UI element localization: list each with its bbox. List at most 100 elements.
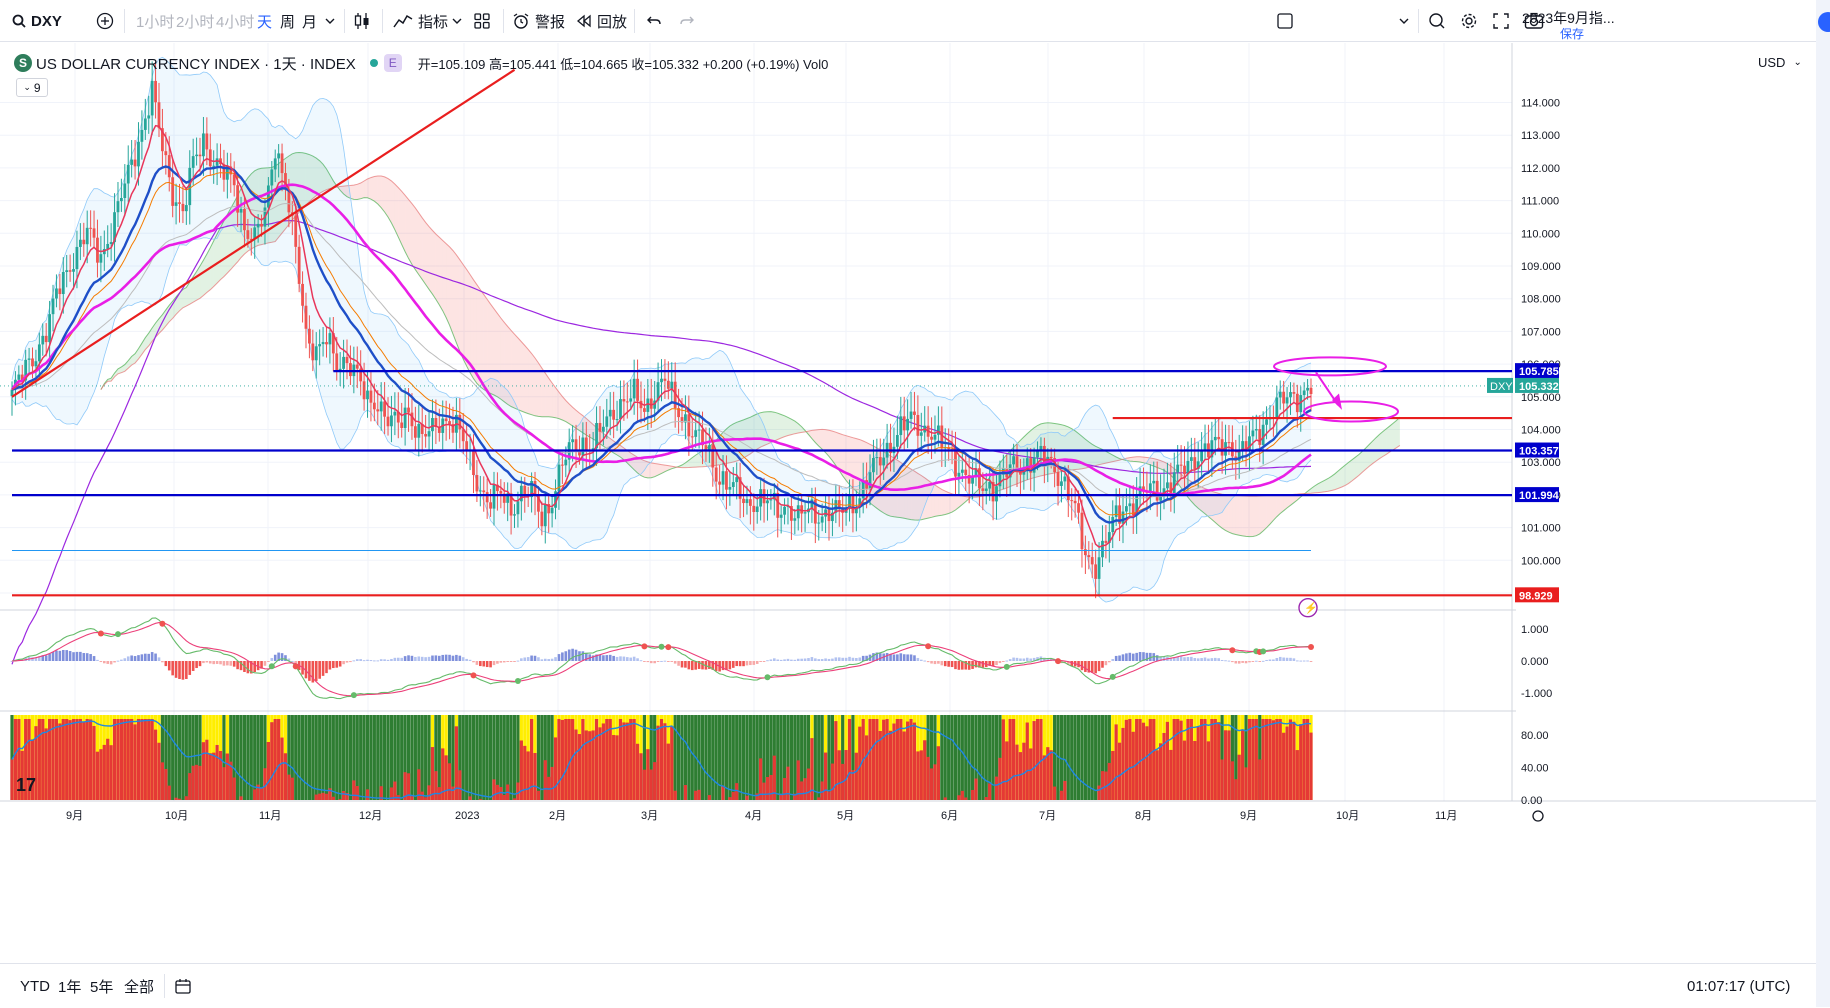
chevron-down-icon[interactable] — [451, 0, 463, 42]
candle-body — [1066, 476, 1070, 501]
oscillator-bar-bg — [711, 715, 715, 800]
range-ytd[interactable]: YTD — [20, 977, 50, 995]
candle-body — [143, 118, 147, 130]
oscillator-bar — [1176, 719, 1180, 800]
toolbar-divider — [382, 9, 383, 33]
candle-body — [1302, 390, 1306, 396]
macd-histogram-bar — [735, 661, 739, 667]
date-range-icon[interactable] — [174, 964, 192, 1008]
interval-2h[interactable]: 2小时 — [176, 13, 215, 31]
chart-area[interactable]: ⚡ 114.000 113.000 112.000 111.000 110.000 109.… — [0, 43, 1830, 963]
candle-body — [1183, 465, 1186, 475]
interval-4h[interactable]: 4小时 — [216, 13, 255, 31]
fullscreen-icon[interactable] — [1493, 0, 1509, 42]
oscillator-bar-bg — [335, 715, 339, 800]
indicators-button[interactable]: 指标 — [393, 0, 448, 42]
symbol-title[interactable]: US DOLLAR CURRENCY INDEX · 1天 · INDEX — [36, 55, 356, 73]
macd-histogram-bar — [755, 661, 759, 664]
ichimoku-cloud — [223, 214, 228, 277]
oscillator-bar — [259, 787, 264, 800]
ichimoku-cloud — [794, 421, 799, 434]
candle-style-icon[interactable] — [353, 0, 371, 42]
macd-histogram-bar — [793, 659, 797, 661]
candle-body — [800, 505, 804, 514]
chevron-down-icon[interactable] — [324, 0, 336, 42]
layout-square-icon[interactable] — [1276, 0, 1294, 42]
interval-month[interactable]: 月 — [302, 13, 318, 31]
candle-body — [1036, 450, 1039, 458]
notification-dot-icon[interactable] — [1818, 12, 1830, 32]
candle-body — [147, 115, 151, 119]
range-all[interactable]: 全部 — [124, 978, 155, 996]
candle-body — [964, 469, 968, 476]
oscillator-bar — [512, 798, 517, 800]
macd-histogram-bar — [547, 659, 550, 661]
oscillator-bar-bg — [697, 715, 701, 800]
oscillator-bar — [201, 742, 206, 800]
layout-name[interactable]: 2023年9月指... — [1522, 10, 1615, 26]
range-1y[interactable]: 1年 — [58, 978, 82, 996]
chevron-down-icon[interactable] — [1398, 0, 1410, 42]
currency-selector[interactable]: USD ⌄ — [1758, 51, 1818, 73]
alert-button[interactable]: 警报 — [512, 0, 565, 42]
oscillator-bar-bg — [160, 715, 165, 800]
oscillator-bar — [424, 797, 428, 800]
oscillator-bar-bg — [974, 715, 978, 800]
oscillator-bar-bg — [403, 715, 407, 800]
oscillator-bar-bg — [485, 715, 489, 800]
interval-1h[interactable]: 1小时 — [136, 13, 175, 31]
compare-add-icon[interactable] — [96, 0, 114, 42]
candle-body — [249, 238, 253, 240]
replay-button[interactable]: 回放 — [576, 0, 627, 42]
macd-histogram-bar — [954, 661, 957, 670]
candle-body — [113, 212, 116, 243]
candle-body — [154, 80, 157, 103]
ichimoku-cloud — [377, 175, 382, 208]
axis-gear-icon[interactable] — [1532, 810, 1544, 822]
utc-clock[interactable]: 01:07:17 (UTC) — [1687, 977, 1791, 995]
oscillator-bar — [24, 719, 28, 800]
macd-histogram-bar — [1234, 661, 1238, 664]
macd-histogram-bar — [803, 658, 807, 661]
templates-grid-icon[interactable] — [473, 0, 491, 42]
right-sidebar-edge — [1816, 0, 1830, 1007]
undo-icon[interactable] — [646, 0, 662, 42]
candle-body — [704, 445, 708, 450]
interval-day[interactable]: 天 — [257, 13, 273, 31]
macd-histogram-bar — [537, 657, 540, 661]
quick-search-icon[interactable] — [1428, 0, 1446, 42]
oscillator-bar — [1282, 732, 1286, 800]
oscillator-bar — [150, 719, 154, 800]
range-5y[interactable]: 5年 — [90, 978, 114, 996]
candle-body — [270, 169, 274, 186]
camera-icon[interactable] — [1524, 0, 1544, 42]
interval-week[interactable]: 周 — [280, 13, 296, 31]
chart-canvas[interactable]: ⚡114.000113.000112.000111.000110.000109.… — [0, 43, 1816, 963]
ichimoku-cloud — [982, 481, 987, 497]
candle-body — [612, 409, 616, 420]
oscillator-bar-bg — [376, 715, 380, 800]
oscillator-bar — [943, 797, 947, 800]
oscillator-bar-bg — [960, 715, 964, 800]
indicator-count-toggle[interactable]: ⌄ 9 — [16, 78, 48, 97]
ichimoku-cloud — [302, 152, 306, 209]
ichimoku-cloud — [682, 462, 686, 468]
oscillator-bar — [365, 789, 370, 800]
oscillator-bar-bg — [1234, 715, 1238, 800]
candle-body — [547, 504, 551, 514]
events-badge[interactable]: E — [383, 54, 402, 72]
ichimoku-cloud — [1379, 431, 1383, 459]
redo-icon[interactable] — [679, 0, 695, 42]
macd-histogram-bar — [708, 661, 711, 669]
macd-histogram-bar — [208, 661, 212, 664]
macd-histogram-bar — [407, 655, 410, 661]
oscillator-line — [11, 719, 1312, 800]
oscillator-bar-bg — [550, 715, 554, 800]
oscillator-bar — [765, 777, 770, 800]
ema-20-line — [11, 165, 1312, 524]
indicators-label: 指标 — [418, 13, 449, 31]
macd-histogram-bar — [626, 657, 629, 661]
ichimoku-cloud — [350, 185, 354, 200]
gear-icon[interactable] — [1460, 0, 1478, 42]
symbol-search[interactable]: DXY — [12, 0, 62, 42]
